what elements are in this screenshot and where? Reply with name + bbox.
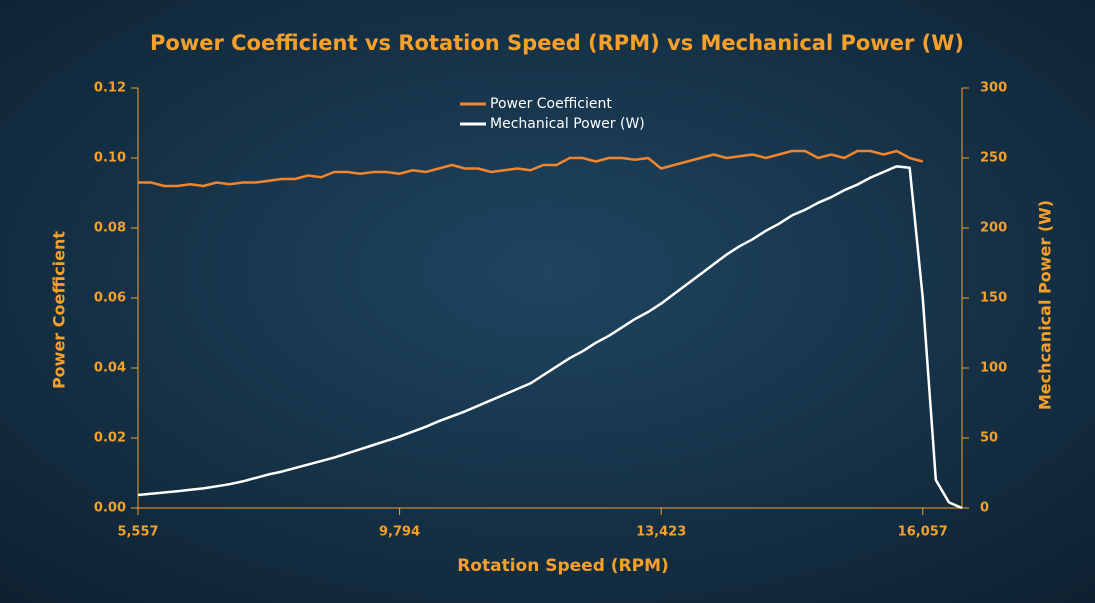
y2-tick-label: 100: [980, 361, 1007, 376]
y-tick-label: 0.04: [94, 361, 126, 376]
series-line: [137, 165, 963, 510]
chart-title: Power Coefficient vs Rotation Speed (RPM…: [150, 31, 964, 55]
x-tick-label: 9,794: [379, 525, 420, 540]
y-tick-label: 0.02: [94, 431, 126, 446]
y-tick-label: 0.08: [94, 221, 126, 236]
y2-tick-label: 300: [980, 81, 1007, 96]
y-tick-label: 0.10: [94, 151, 126, 166]
x-tick-label: 16,057: [898, 525, 948, 540]
series-line: [138, 149, 924, 188]
x-axis-title: Rotation Speed (RPM): [457, 556, 669, 576]
y-axis-title: Power Coefficient: [50, 231, 69, 389]
y-tick-label: 0.06: [94, 291, 126, 306]
y2-tick-label: 0: [980, 501, 989, 516]
y2-tick-label: 250: [980, 151, 1007, 166]
y2-tick-label: 50: [980, 431, 998, 446]
legend-label: Power Coefficient: [490, 96, 612, 112]
x-tick-label: 5,557: [117, 525, 158, 540]
y-tick-label: 0.00: [94, 501, 126, 516]
y2-tick-label: 200: [980, 221, 1007, 236]
legend-label: Mechanical Power (W): [490, 116, 645, 132]
y2-tick-label: 150: [980, 291, 1007, 306]
x-tick-label: 13,423: [636, 525, 686, 540]
y-tick-label: 0.12: [94, 81, 126, 96]
y2-axis-title: Mechcanical Power (W): [1036, 200, 1055, 410]
